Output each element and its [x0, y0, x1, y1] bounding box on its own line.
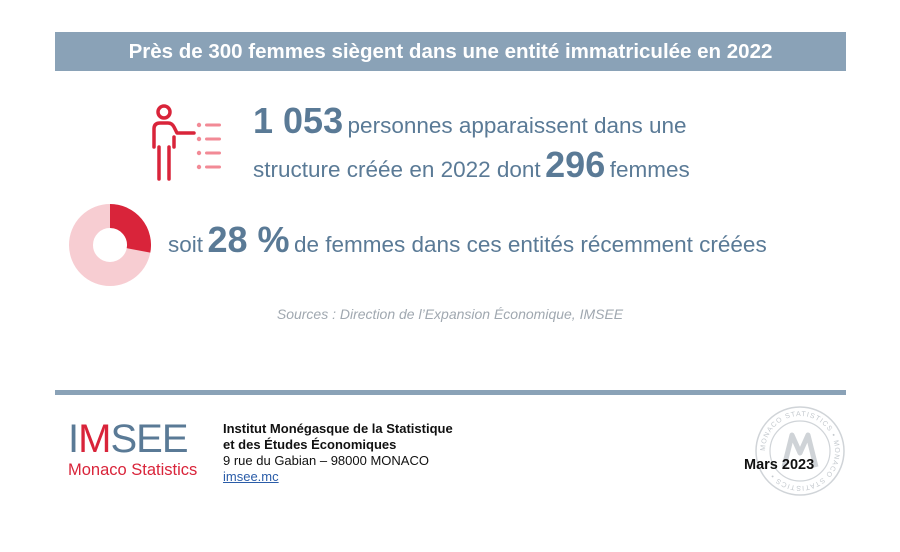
logo-letter-i: I: [68, 417, 79, 461]
women-line: structure créée en 2022 dont 296 femmes: [253, 147, 690, 183]
page-title: Près de 300 femmes siègent dans une enti…: [128, 39, 773, 63]
persons-line: 1 053 personnes apparaissent dans une: [253, 103, 687, 139]
person-pointing-list-icon: [152, 104, 221, 181]
percent-value: 28 %: [207, 219, 290, 260]
donut-chart-icon: [69, 204, 151, 286]
imsee-logo: IMSEE: [68, 417, 189, 461]
monaco-statistics-seal-icon: MONACO STATISTICS • MONACO STATISTICS •: [755, 406, 845, 496]
women-text: femmes: [609, 157, 690, 182]
logo-subtitle: Monaco Statistics: [68, 461, 198, 479]
percent-line: soit 28 % de femmes dans ces entités réc…: [168, 222, 767, 258]
structure-text: structure créée en 2022 dont: [253, 157, 541, 182]
logo-letters-see: SEE: [110, 417, 188, 461]
street-address: 9 rue du Gabian – 98000 MONACO: [223, 453, 429, 468]
donut-women-share: [109, 204, 151, 253]
org-name-line1: Institut Monégasque de la Statistique: [223, 421, 453, 436]
women-number: 296: [545, 144, 606, 185]
publication-date: Mars 2023: [744, 457, 815, 473]
sources-note: Sources : Direction de l’Expansion Écono…: [276, 306, 624, 322]
soit-text: soit: [168, 232, 204, 257]
org-name-line2: et des Études Économiques: [223, 437, 397, 452]
percent-text: de femmes dans ces entités récemment cré…: [293, 232, 767, 257]
footer-address-block: Institut Monégasque de la Statistique et…: [223, 421, 453, 485]
logo-letter-m: M: [78, 417, 111, 461]
title-banner: Près de 300 femmes siègent dans une enti…: [55, 32, 846, 71]
persons-number: 1 053: [253, 100, 344, 141]
persons-text: personnes apparaissent dans une: [347, 113, 687, 138]
footer-divider: [55, 390, 846, 395]
website-link[interactable]: imsee.mc: [223, 469, 279, 484]
